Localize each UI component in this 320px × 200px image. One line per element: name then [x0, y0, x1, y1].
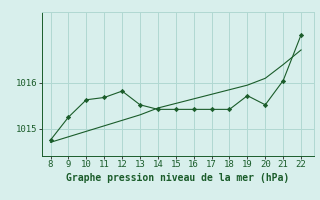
X-axis label: Graphe pression niveau de la mer (hPa): Graphe pression niveau de la mer (hPa) — [66, 173, 289, 183]
